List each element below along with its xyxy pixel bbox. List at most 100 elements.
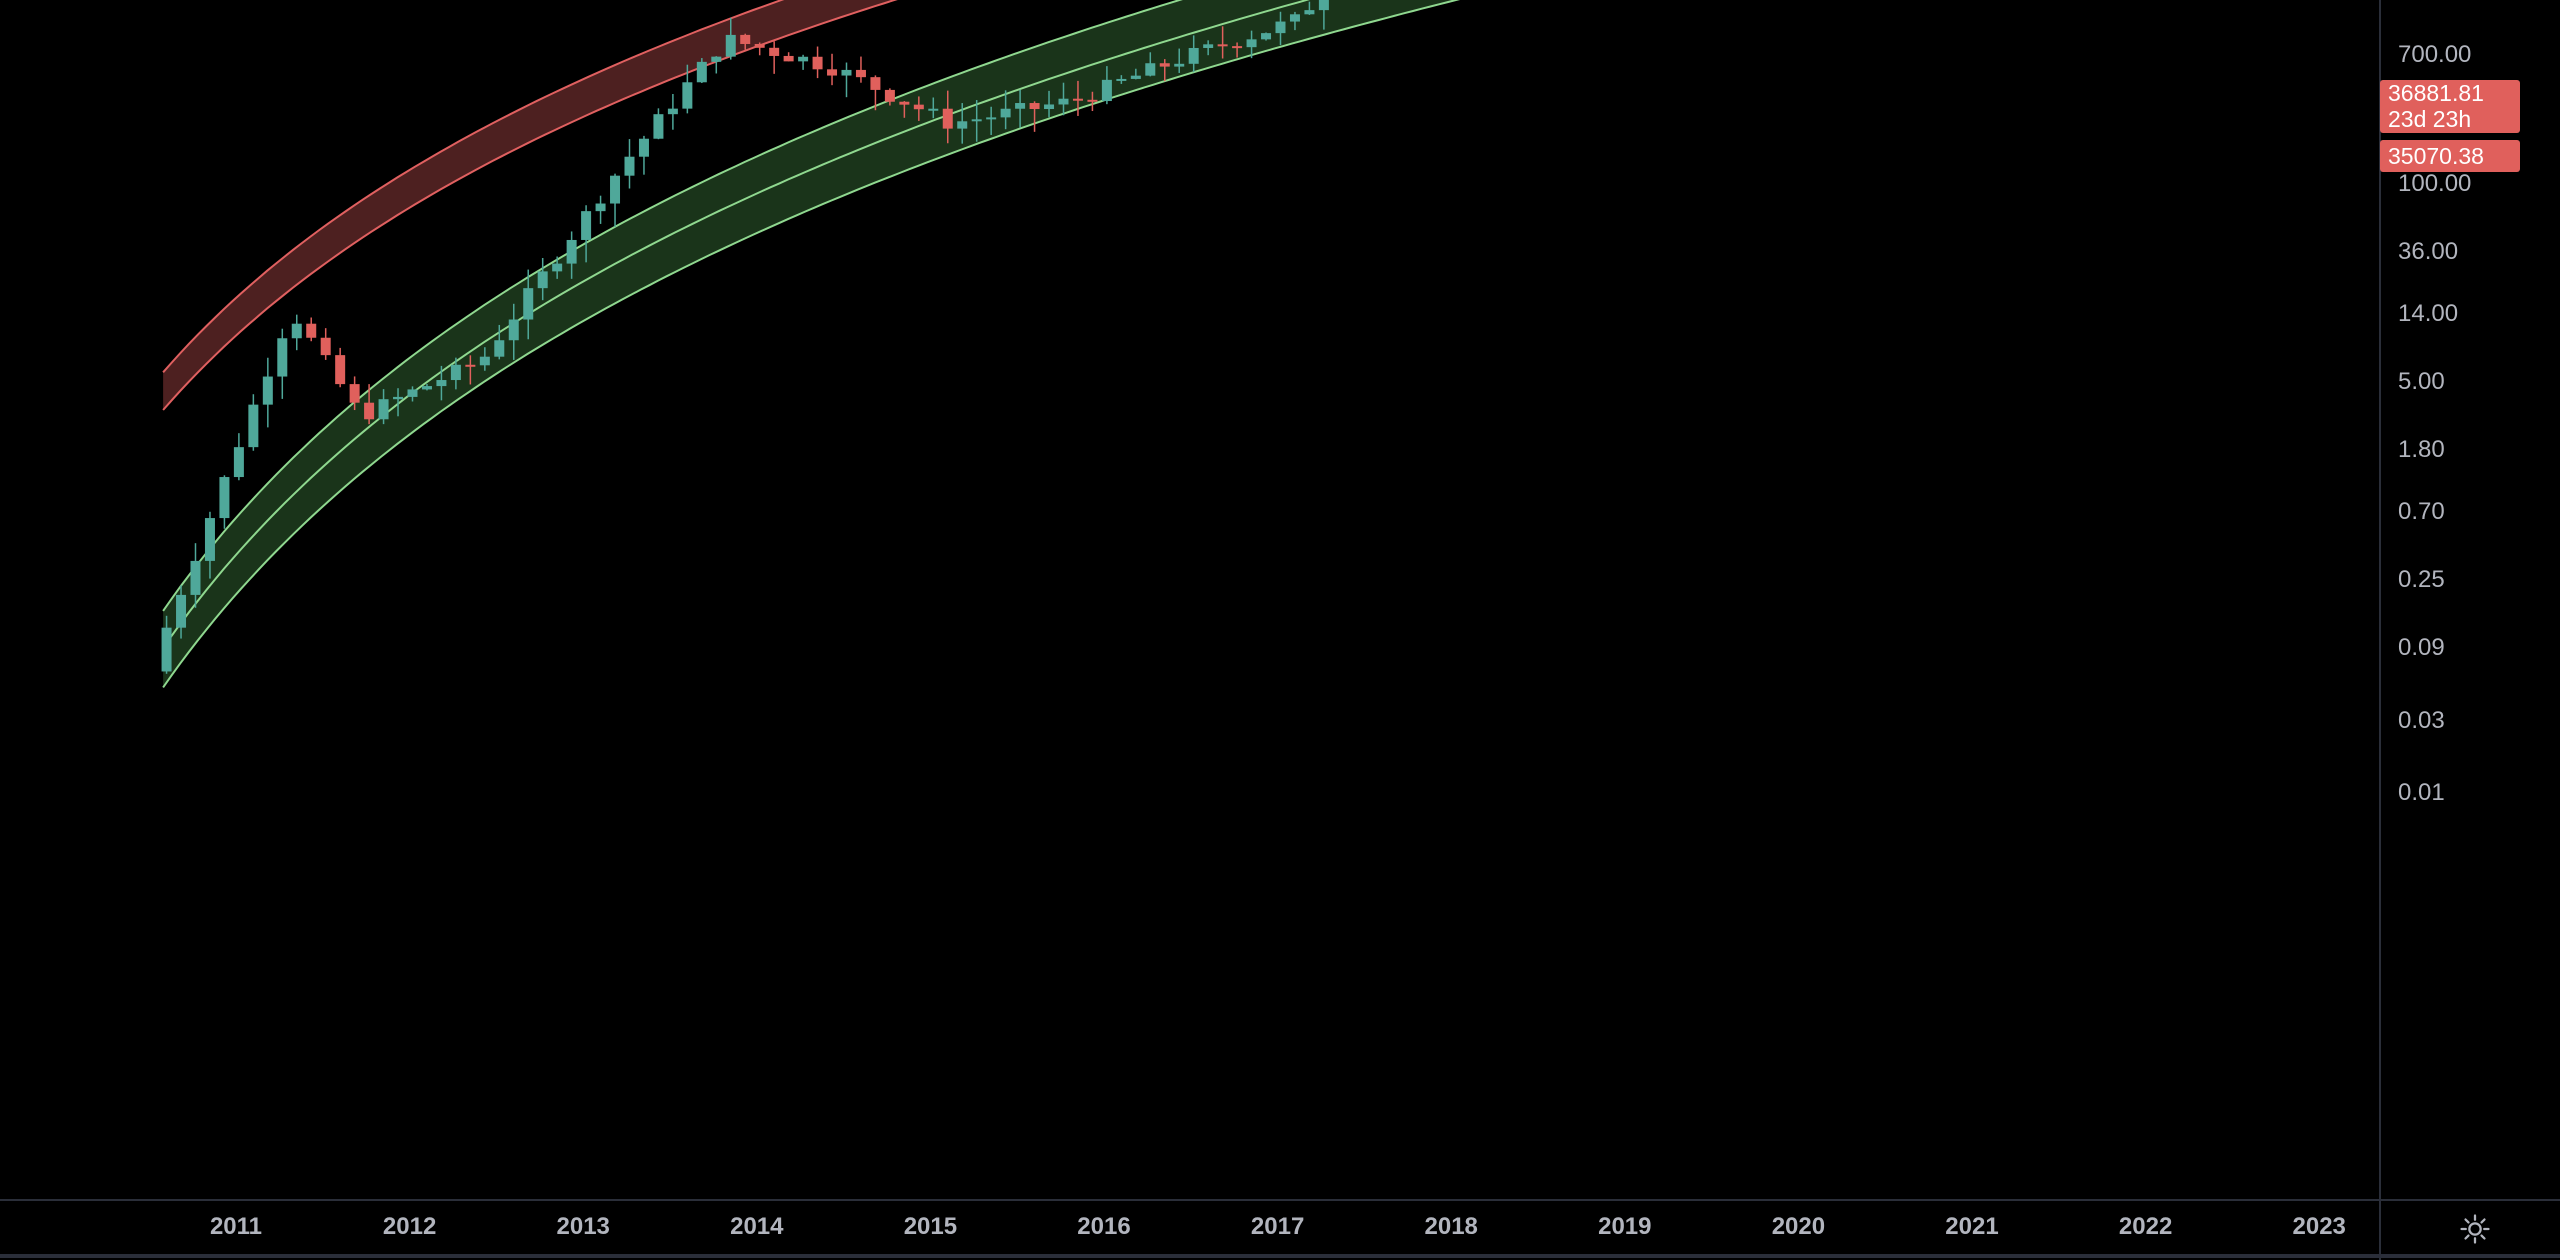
candle-body [1029, 103, 1040, 110]
candle-body [364, 402, 375, 420]
candle-body [1275, 21, 1286, 34]
lower-band-mid-line [162, 0, 1311, 649]
lower-band-bottom-line [162, 0, 1461, 688]
price-tick-label: 0.25 [2398, 566, 2445, 594]
candle-body [277, 338, 288, 377]
candle-body [1044, 104, 1055, 110]
candle-body [436, 380, 447, 387]
current-price-label: 36881.81 23d 23h [2380, 80, 2520, 133]
candle-body [508, 319, 519, 341]
candle-body [378, 399, 389, 420]
candle-body [754, 43, 765, 48]
price-tick-label: 700.00 [2398, 41, 2472, 69]
price-tick-label: 0.01 [2398, 779, 2445, 807]
candle-body [913, 104, 924, 110]
candle-body [711, 56, 722, 62]
candle-body [537, 271, 548, 289]
candle-body [595, 203, 606, 212]
candle-body [335, 355, 346, 385]
time-tick-label: 2017 [1250, 1213, 1305, 1240]
candle-body [986, 117, 997, 120]
gear-icon[interactable] [2458, 1212, 2492, 1246]
candle-body [1072, 98, 1083, 101]
upper-band-bottom-line [162, 0, 898, 411]
time-tick-label: 2020 [1771, 1213, 1826, 1240]
time-tick-label: 2015 [903, 1213, 958, 1240]
price-tick-label: 0.70 [2398, 498, 2445, 526]
candle-body [1217, 44, 1228, 47]
candle-body [1174, 63, 1185, 67]
candle-body [682, 82, 693, 109]
candle-body [653, 114, 664, 139]
candle-body [1232, 46, 1243, 49]
candle-body [233, 447, 244, 478]
candle-body [841, 69, 852, 76]
candle-body [884, 89, 895, 102]
candle-body [855, 69, 866, 78]
secondary-price-value: 35070.38 [2388, 143, 2484, 169]
price-tick-label: 36.00 [2398, 237, 2459, 265]
lower-band-top-line [162, 0, 1183, 612]
price-tick-label: 1.80 [2398, 435, 2445, 463]
time-tick-label: 2014 [730, 1213, 784, 1240]
candle-body [899, 101, 910, 105]
candle-body [870, 77, 881, 90]
candle-body [624, 156, 635, 176]
candle-body [725, 34, 736, 57]
candle-body [610, 175, 621, 204]
candle-body [1289, 14, 1300, 22]
candle-body [1015, 103, 1026, 109]
candle-body [1261, 33, 1272, 40]
candle-body [971, 119, 982, 122]
candle-body [928, 108, 939, 111]
candle-body [523, 288, 534, 320]
price-tick-label: 1800.00 [2398, 0, 2508, 7]
time-tick-label: 2012 [382, 1213, 437, 1240]
candle-body [407, 389, 418, 397]
time-tick-label: 2011 [209, 1213, 263, 1240]
upper-band-top-line [162, 0, 785, 373]
candle-body [812, 56, 823, 70]
candle-body [1130, 75, 1141, 79]
candle-body [1000, 108, 1011, 118]
current-price-value: 36881.81 [2388, 80, 2484, 106]
time-tick-label: 2016 [1077, 1213, 1131, 1240]
time-tick-label: 2018 [1424, 1213, 1478, 1240]
candle-body [798, 56, 809, 62]
candle-body [1058, 98, 1069, 105]
candle-body [783, 55, 794, 62]
candle-body [1116, 78, 1127, 81]
candle-body [219, 477, 230, 519]
candle-body [1188, 47, 1199, 64]
candle-body [349, 384, 360, 403]
time-tick-label: 2013 [556, 1213, 610, 1240]
secondary-price-label: 35070.38 [2380, 140, 2520, 172]
candle-body [769, 47, 780, 56]
time-tick-label: 2021 [1945, 1213, 1999, 1240]
candle-body [421, 386, 432, 390]
candle-body [1304, 10, 1315, 15]
candle-body [638, 138, 649, 157]
candle-body [1318, 0, 1329, 11]
candle-body [204, 518, 215, 561]
candle-body [176, 594, 187, 628]
candle-body [1203, 44, 1214, 48]
time-tick-label: 2023 [2292, 1213, 2346, 1240]
price-tick-label: 100.00 [2398, 170, 2472, 197]
candle-body [320, 337, 331, 356]
candle-body [161, 627, 172, 672]
candle-body [957, 121, 968, 129]
candle-body [566, 239, 577, 264]
candle-body [479, 356, 490, 366]
candle-body [581, 211, 592, 240]
candle-body [827, 69, 838, 76]
candle-body [942, 108, 953, 129]
lower-band-fill [163, 0, 1457, 688]
time-tick-label: 2022 [2118, 1213, 2173, 1240]
candle-body [450, 364, 461, 381]
candle-countdown: 23d 23h [2388, 106, 2472, 132]
candle-body [1087, 99, 1098, 102]
price-tick-label: 0.03 [2398, 706, 2445, 734]
candle-body [1145, 63, 1156, 76]
